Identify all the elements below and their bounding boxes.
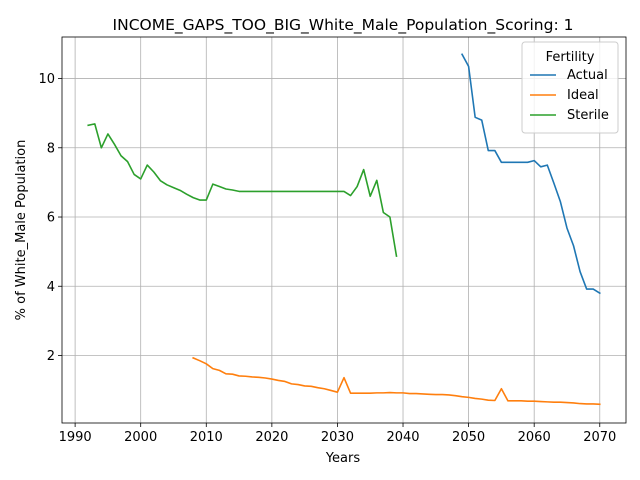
x-tick-label: 2020 [255,430,288,445]
y-tick-label: 4 [47,280,55,295]
x-axis-title: Years [325,451,361,466]
x-tick-label: 2030 [321,430,354,445]
x-tick-label: 2070 [583,430,616,445]
legend-box [521,41,619,134]
x-tick-label: 2040 [386,430,419,445]
x-tick-label: 2000 [124,430,157,445]
y-tick-label: 10 [38,72,55,87]
y-tick-label: 6 [47,211,55,226]
x-tick-label: 2050 [452,430,485,445]
series-line-ideal [192,356,601,406]
series-line-actual [460,53,601,295]
x-tick-label: 2060 [518,430,551,445]
y-axis-title: % of White_Male Population [14,140,29,321]
series-line-sterile [87,123,398,258]
y-tick-label: 2 [47,349,55,364]
x-tick-label: 1990 [59,430,92,445]
y-tick-label: 8 [47,141,55,156]
chart-title: INCOME_GAPS_TOO_BIG_White_Male_Populatio… [113,16,574,35]
legend-entries: Actual Ideal Sterile [530,68,609,123]
plot-lines [87,53,601,406]
legend-label-actual: Actual [567,68,608,83]
axis-ticks: 1990 2000 2010 2020 2030 2040 2050 2060 2070 2 4 6 8… [38,72,616,445]
plot-frame [61,36,627,424]
legend-label-ideal: Ideal [567,88,599,103]
legend: Fertility Actual Ideal Sterile [521,41,619,134]
legend-title: Fertility [546,50,595,65]
legend-label-sterile: Sterile [567,108,609,123]
x-tick-label: 2010 [190,430,223,445]
